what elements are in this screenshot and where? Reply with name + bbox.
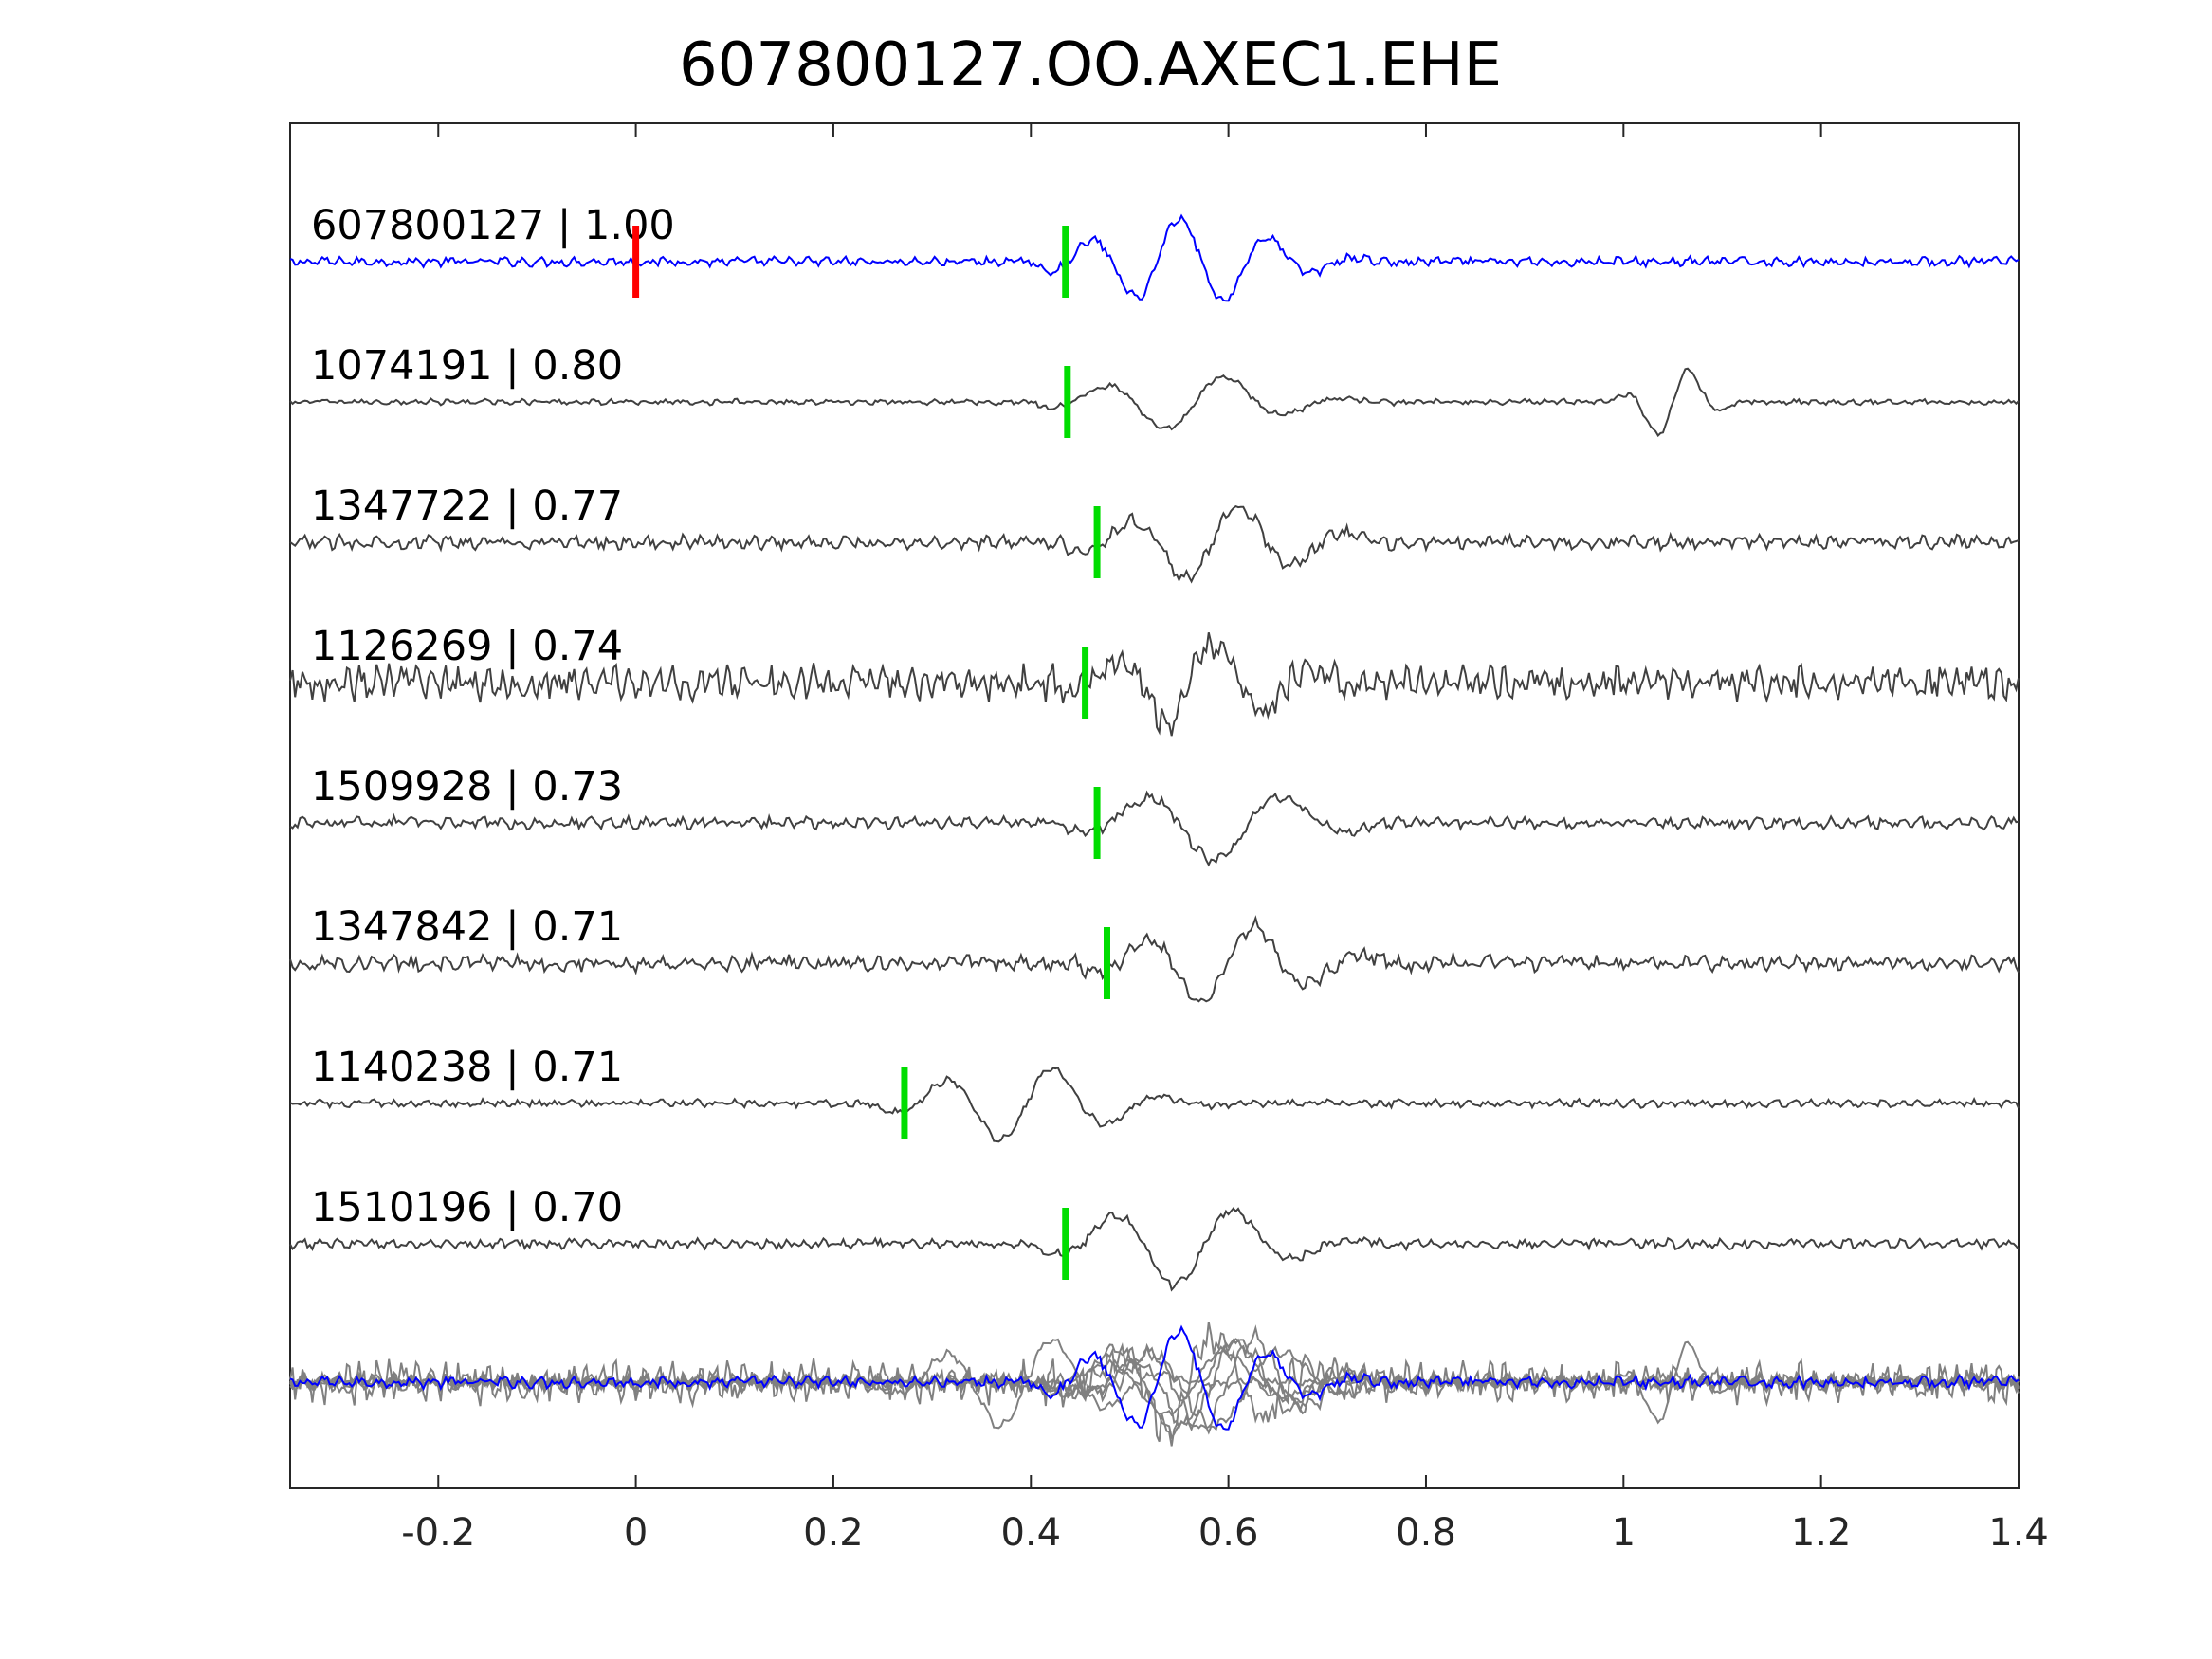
trace-line bbox=[289, 915, 2020, 1003]
trace-line bbox=[289, 504, 2020, 584]
plot-area: -0.2 0 0.2 0.4 0.6 0.8 1 1.2 1.4 607800127 | 1.00… bbox=[289, 122, 2049, 1555]
overlay-trace-line bbox=[289, 1322, 2020, 1447]
x-tick-label: 1.2 bbox=[1791, 1511, 1852, 1555]
trace-label: 1347722 | 0.77 bbox=[311, 483, 623, 530]
trace-line bbox=[289, 1207, 2020, 1292]
trace-label: 1347842 | 0.71 bbox=[311, 903, 623, 951]
trace-label: 1074191 | 0.80 bbox=[311, 342, 623, 390]
trace-line bbox=[289, 790, 2020, 867]
x-tick-label: 1.4 bbox=[1988, 1511, 2049, 1555]
trace-line bbox=[289, 1066, 2020, 1143]
trace-line bbox=[289, 213, 2020, 302]
x-tick-label: -0.2 bbox=[401, 1511, 475, 1555]
overlay-trace-line bbox=[289, 1324, 2020, 1431]
x-tick-label: 0.6 bbox=[1198, 1511, 1259, 1555]
trace-line bbox=[289, 631, 2020, 737]
trace-label: 1509928 | 0.73 bbox=[311, 763, 623, 811]
trace-label: 607800127 | 1.00 bbox=[311, 202, 675, 249]
axes-box bbox=[289, 122, 2020, 1489]
x-tick-label: 0.4 bbox=[1000, 1511, 1061, 1555]
x-tick-label: 0.2 bbox=[803, 1511, 864, 1555]
chart-title: 607800127.OO.AXEC1.EHE bbox=[679, 30, 1502, 100]
trace-label: 1510196 | 0.70 bbox=[311, 1184, 623, 1231]
x-tick-label: 0.8 bbox=[1396, 1511, 1456, 1555]
trace-label: 1126269 | 0.74 bbox=[311, 623, 623, 670]
x-tick-label: 1 bbox=[1612, 1511, 1636, 1555]
trace-line bbox=[289, 367, 2020, 438]
trace-label: 1140238 | 0.71 bbox=[311, 1044, 623, 1091]
x-tick-label: 0 bbox=[624, 1511, 648, 1555]
